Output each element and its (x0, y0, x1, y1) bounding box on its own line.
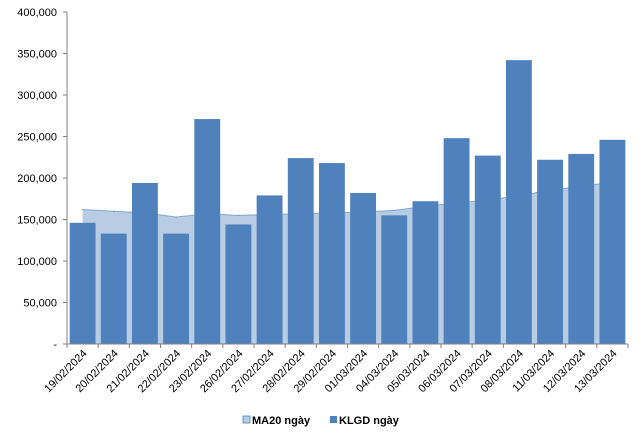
klgd-bar (474, 155, 501, 344)
ma20-point (237, 214, 240, 217)
klgd-bar (318, 163, 345, 344)
ma20-point (175, 216, 177, 218)
klgd-bar (194, 119, 221, 344)
klgd-bar (69, 222, 96, 344)
ma20-point (81, 208, 84, 211)
klgd-bar-layer (69, 60, 626, 344)
klgd-bar (131, 182, 158, 344)
y-tick-label: 300,000 (17, 90, 57, 102)
legend: MA20 ngày KLGD ngày (242, 415, 400, 427)
klgd-bar (505, 60, 532, 344)
y-tick-label: 400,000 (17, 7, 57, 19)
legend-label-ma20: MA20 ngày (252, 415, 311, 427)
klgd-bar (568, 153, 595, 344)
ma20-area (82, 182, 613, 344)
klgd-bar (599, 139, 626, 344)
axes (63, 11, 629, 348)
klgd-bar (350, 192, 377, 344)
klgd-bar (537, 159, 564, 344)
y-tick-label: 200,000 (17, 173, 57, 185)
x-tick-labels: 19/02/202420/02/202421/02/202422/02/2024… (42, 348, 619, 395)
ma20-area-layer (81, 181, 614, 344)
y-tick-label: 350,000 (17, 49, 57, 61)
legend-swatch-klgd (330, 416, 337, 423)
legend-label-klgd: KLGD ngày (339, 415, 400, 427)
y-tick-label: 250,000 (17, 132, 57, 144)
klgd-bar (256, 195, 283, 344)
klgd-bar (381, 215, 408, 344)
y-tick-labels: - 50,000 100,000 150,000 200,000 250,000 300,0… (17, 7, 57, 351)
ma20-point (112, 210, 115, 212)
klgd-bar (163, 233, 190, 344)
y-tick-label: - (53, 339, 57, 351)
y-tick-label: 100,000 (17, 256, 57, 268)
klgd-bar (100, 233, 127, 344)
y-tick-label: 150,000 (17, 215, 57, 227)
legend-swatch-ma20 (242, 415, 251, 424)
y-tick-label: 50,000 (23, 298, 57, 310)
klgd-bar (443, 138, 470, 344)
klgd-bar (412, 201, 439, 344)
ma20-point (393, 209, 396, 212)
klgd-bar (287, 158, 314, 344)
klgd-bar (225, 224, 252, 344)
